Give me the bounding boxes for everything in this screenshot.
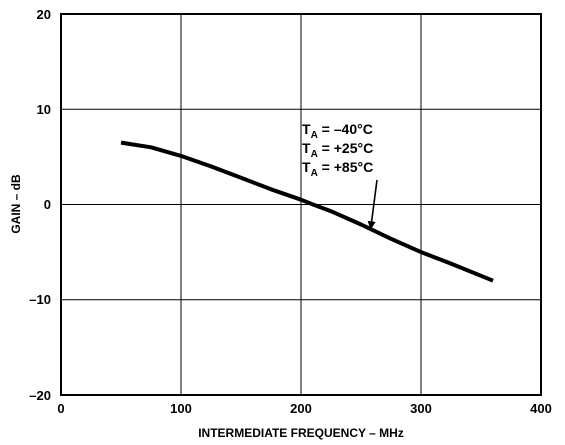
annotation-ta-main: T — [302, 140, 311, 156]
x-axis-ticks: 0 100 200 300 400 — [57, 401, 551, 416]
annotation-ta-main: T — [302, 121, 311, 137]
plot-frame — [60, 13, 542, 396]
y-tick-label: 10 — [37, 102, 51, 117]
annotation-ta-value: = +85°C — [318, 159, 373, 175]
annotation-ta-value: = –40°C — [318, 121, 373, 137]
y-tick-label: 20 — [37, 7, 51, 22]
annotation-ta-plus25: TA = +25°C — [302, 140, 373, 160]
grid — [61, 14, 541, 395]
series-group — [120, 140, 494, 283]
annotation-ta-sub: A — [311, 149, 318, 160]
y-tick-label: –20 — [29, 388, 51, 403]
y-axis-ticks: 20 10 0 –10 –20 — [29, 7, 51, 403]
x-axis-label: INTERMEDIATE FREQUENCY – MHz — [198, 426, 404, 440]
x-tick-label: 200 — [290, 401, 312, 416]
annotation-ta-main: T — [302, 159, 311, 175]
x-tick-label: 100 — [170, 401, 192, 416]
annotation-ta-value: = +25°C — [318, 140, 373, 156]
annotation-ta-minus40: TA = –40°C — [302, 121, 373, 141]
series-line — [120, 140, 494, 283]
x-tick-label: 300 — [410, 401, 432, 416]
annotation-ta-plus85: TA = +85°C — [302, 159, 373, 179]
annotation-arrow — [367, 179, 378, 231]
y-axis-label: GAIN – dB — [9, 174, 23, 234]
y-tick-label: 0 — [44, 197, 51, 212]
annotation-ta-sub: A — [311, 168, 318, 179]
x-tick-label: 400 — [530, 401, 552, 416]
x-tick-label: 0 — [57, 401, 64, 416]
temperature-annotations: TA = –40°C TA = +25°C TA = +85°C — [302, 121, 373, 179]
annotation-ta-sub: A — [311, 130, 318, 141]
y-tick-label: –10 — [29, 292, 51, 307]
